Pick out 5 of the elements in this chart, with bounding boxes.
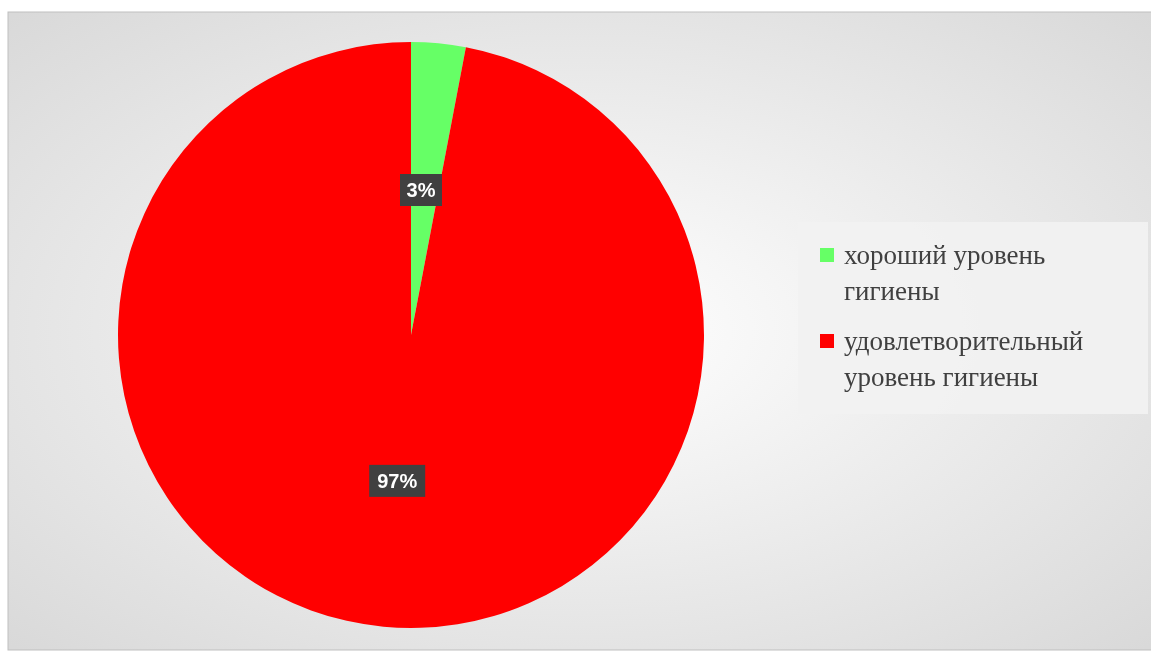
data-label: 3%: [406, 179, 436, 201]
pie-slice: [118, 42, 704, 628]
data-label: 97%: [377, 469, 418, 492]
legend-label: удовлетворительный уровень гигиены: [844, 326, 1084, 392]
legend-label: хороший уровень гигиены: [844, 240, 1046, 306]
